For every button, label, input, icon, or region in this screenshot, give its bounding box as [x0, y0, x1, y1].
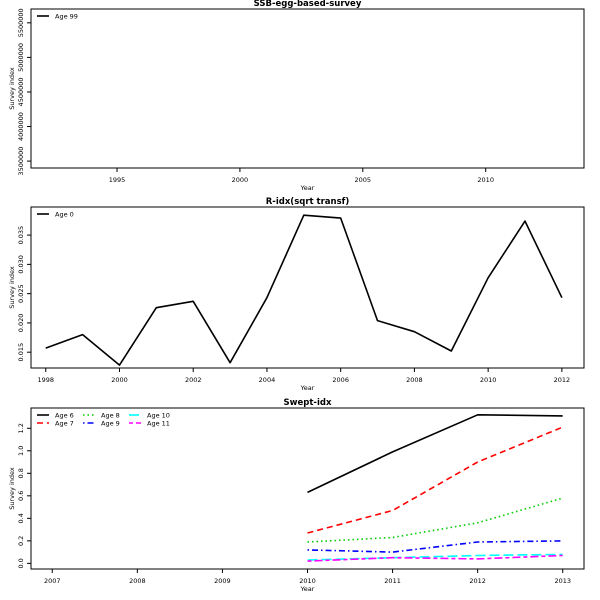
- x-tick-label: 1998: [37, 376, 54, 384]
- x-axis-label: Year: [300, 184, 315, 192]
- legend: Age 99: [37, 12, 78, 20]
- y-tick-label: 0.035: [17, 226, 25, 245]
- x-tick-label: 2008: [406, 376, 423, 384]
- chart-title: R-idx(sqrt transf): [266, 197, 350, 207]
- chart-title: Swept-idx: [284, 398, 332, 408]
- series-line-age-8: [307, 497, 563, 543]
- series-line-age-10: [307, 553, 563, 561]
- x-tick-label: 2009: [214, 577, 231, 585]
- y-tick-label: 5000000: [17, 43, 25, 72]
- y-tick-label: 0.4: [17, 513, 25, 523]
- plot-frame: [30, 206, 585, 369]
- legend-label: Age 6: [55, 411, 74, 419]
- chart-panel-3: Swept-idx 2007 2008 2009 2010 2011 2012 2013 Yea…: [8, 398, 585, 593]
- legend-label: Age 7: [55, 419, 74, 427]
- y-tick-label: 0.015: [17, 343, 25, 362]
- x-tick-label: 1995: [109, 176, 126, 184]
- y-tick-label: 5500000: [17, 8, 25, 37]
- x-tick-label: 2012: [554, 376, 571, 384]
- x-tick-label: 2007: [44, 577, 61, 585]
- chart-panel-2: R-idx(sqrt transf) 1998 2000 2002 2004 2006 20…: [8, 197, 585, 392]
- x-axis-label: Year: [300, 585, 315, 593]
- x-tick-label: 2006: [332, 376, 349, 384]
- x-tick-label: 2010: [480, 376, 497, 384]
- x-tick-label: 2004: [259, 376, 276, 384]
- legend: Age 0: [37, 210, 74, 218]
- legend-label: Age 99: [55, 12, 78, 20]
- y-axis-label: Survey index: [8, 467, 16, 510]
- y-tick-label: 1.0: [17, 446, 25, 456]
- y-tick-label: 4000000: [17, 112, 25, 141]
- x-tick-label: 2008: [129, 577, 146, 585]
- y-tick-label: 0.0: [17, 558, 25, 568]
- y-axis-label: Survey index: [8, 67, 16, 110]
- y-tick-label: 1.2: [17, 423, 25, 433]
- series-line-age-11: [307, 554, 563, 562]
- x-tick-label: 2005: [355, 176, 372, 184]
- x-tick-label: 2010: [477, 176, 494, 184]
- legend-label: Age 8: [101, 411, 120, 419]
- y-tick-label: 0.6: [17, 491, 25, 501]
- y-axis-label: Survey index: [8, 266, 16, 309]
- x-tick-label: 2010: [299, 577, 316, 585]
- legend-label: Age 11: [147, 419, 170, 427]
- legend-label: Age 0: [55, 210, 74, 218]
- legend-label: Age 9: [101, 419, 120, 427]
- x-axis-label: Year: [300, 384, 315, 392]
- y-tick-label: 3500000: [17, 147, 25, 176]
- y-tick-label: 0.030: [17, 255, 25, 274]
- x-tick-label: 2011: [384, 577, 401, 585]
- series-line-age-0: [45, 214, 563, 366]
- y-tick-label: 0.2: [17, 536, 25, 546]
- y-tick-label: 0.020: [17, 314, 25, 333]
- y-tick-label: 0.025: [17, 284, 25, 303]
- plot-frame: [30, 8, 585, 169]
- series-line-age-7: [307, 426, 564, 534]
- chart-panel-1: SSB-egg-based-survey 1995 2000 2005 2010 Year…: [8, 0, 585, 192]
- x-tick-label: 2000: [111, 376, 128, 384]
- x-tick-label: 2002: [185, 376, 202, 384]
- x-tick-label: 2012: [469, 577, 486, 585]
- series-line-age-6: [307, 413, 563, 494]
- series-line-age-9: [307, 540, 563, 553]
- x-tick-label: 2013: [554, 577, 571, 585]
- y-tick-label: 0.8: [17, 468, 25, 478]
- chart-title: SSB-egg-based-survey: [254, 0, 362, 9]
- x-tick-label: 2000: [232, 176, 249, 184]
- y-tick-label: 4500000: [17, 77, 25, 106]
- legend-label: Age 10: [147, 411, 170, 419]
- plot-frame: [30, 407, 585, 570]
